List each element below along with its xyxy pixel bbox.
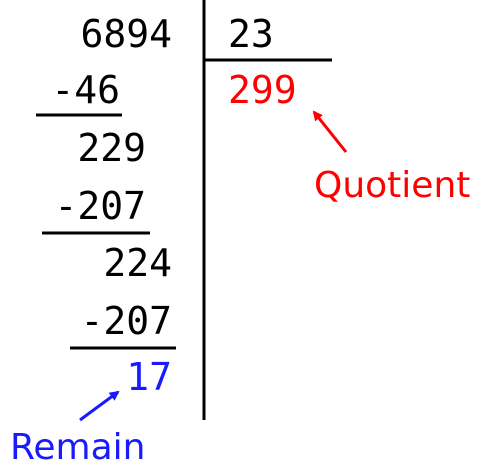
subtract-step-1: -46 bbox=[51, 68, 120, 112]
divisor: 23 bbox=[228, 12, 274, 56]
dividend: 6894 bbox=[80, 12, 172, 56]
subtract-step-3: -207 bbox=[80, 299, 172, 343]
remainder-arrow-icon bbox=[79, 390, 120, 422]
partial-result-2: 224 bbox=[103, 241, 172, 285]
partial-result-1: 229 bbox=[77, 126, 146, 170]
remainder-value: 17 bbox=[126, 355, 172, 399]
quotient-arrow-icon bbox=[312, 110, 348, 153]
quotient-label: Quotient bbox=[314, 165, 470, 206]
quotient-value: 299 bbox=[228, 68, 297, 112]
remainder-label: Remain bbox=[10, 427, 146, 467]
subtract-step-2: -207 bbox=[54, 184, 146, 228]
